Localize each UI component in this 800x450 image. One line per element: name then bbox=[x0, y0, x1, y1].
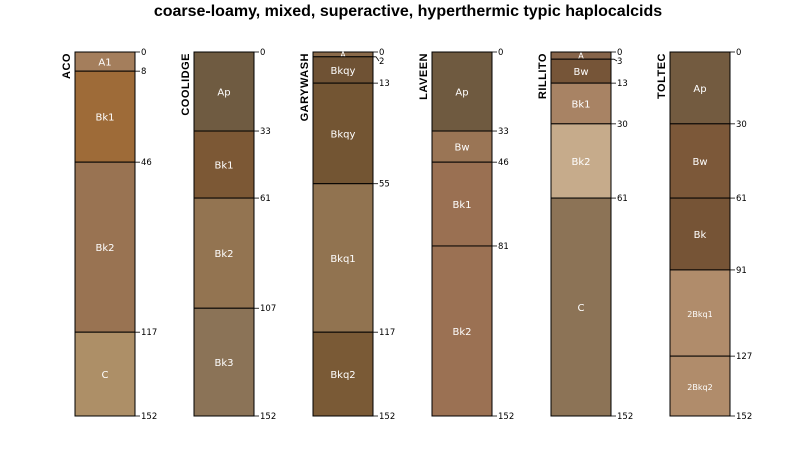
horizon-label: Bw bbox=[573, 67, 588, 78]
depth-label: 55 bbox=[379, 180, 390, 190]
depth-label: 33 bbox=[260, 127, 271, 137]
horizon-label: Bw bbox=[454, 143, 469, 154]
horizon-ap bbox=[193, 51, 255, 132]
horizon-2bkq2 bbox=[669, 355, 731, 417]
horizon-bk1 bbox=[431, 161, 493, 247]
horizon-label: Bk2 bbox=[95, 243, 114, 254]
depth-label: 8 bbox=[141, 67, 146, 77]
depth-label: 46 bbox=[498, 158, 509, 168]
depth-label: 0 bbox=[736, 48, 741, 58]
horizon-label: 2Bkq1 bbox=[687, 310, 712, 319]
horizon-bk2 bbox=[431, 245, 493, 417]
horizon-c bbox=[74, 331, 136, 417]
depth-label: 152 bbox=[141, 412, 157, 422]
depth-label: 152 bbox=[379, 412, 395, 422]
horizon-2bkq1 bbox=[669, 269, 731, 357]
horizon-label: Bk1 bbox=[214, 161, 233, 172]
profile-name: COOLIDGE bbox=[180, 53, 192, 116]
horizon-bkqy bbox=[312, 56, 374, 84]
horizon-label: Ap bbox=[455, 88, 468, 99]
horizon-bkq1 bbox=[312, 183, 374, 333]
profile-coolidge: Ap Bk1 Bk2 Bk3 COOLIDGE 0 33 61 107 152 bbox=[180, 48, 276, 422]
depth-label: 0 bbox=[260, 48, 265, 58]
horizon-bw bbox=[431, 130, 493, 163]
depth-label: 3 bbox=[617, 57, 622, 67]
horizon-bk1 bbox=[193, 130, 255, 199]
profile-name: LAVEEN bbox=[418, 53, 430, 100]
horizon-label: Bk1 bbox=[571, 99, 590, 110]
depth-label: 13 bbox=[379, 79, 390, 89]
depth-label: 152 bbox=[260, 412, 276, 422]
profile-name: RILLITO bbox=[537, 53, 549, 99]
depth-label: 152 bbox=[617, 412, 633, 422]
depth-label: 91 bbox=[736, 266, 747, 276]
depth-label: 81 bbox=[498, 242, 509, 252]
horizon-ap bbox=[431, 51, 493, 132]
depth-label: 13 bbox=[617, 79, 628, 89]
depth-label: 0 bbox=[498, 48, 503, 58]
depth-label: 33 bbox=[498, 127, 509, 137]
horizon-label: Bk3 bbox=[214, 358, 233, 369]
depth-label: 2 bbox=[379, 57, 384, 67]
depth-tick bbox=[611, 58, 618, 62]
depth-label: 30 bbox=[736, 120, 747, 130]
horizon-label: Bw bbox=[692, 157, 707, 168]
depth-label: 117 bbox=[379, 328, 395, 338]
profile-toltec: Ap Bw Bk 2Bkq1 2Bkq2 TOLTEC 0 30 61 91 127 152 bbox=[656, 48, 752, 422]
horizon-label: 2Bkq2 bbox=[687, 383, 712, 392]
profile-rillito: A Bw Bk1 Bk2 C RILLITO 03 13 30 61 152 bbox=[537, 48, 633, 422]
profile-garywash: A Bkqy Bkqy Bkq1 Bkq2 GARYWASH 02 13 55 117 152 bbox=[299, 48, 395, 422]
depth-label: 0 bbox=[379, 48, 384, 58]
depth-label: 0 bbox=[141, 48, 146, 58]
depth-label: 0 bbox=[617, 48, 622, 58]
horizon-label: C bbox=[102, 370, 109, 381]
horizon-label: Bkqy bbox=[331, 129, 356, 140]
horizon-label: Bkqy bbox=[331, 66, 356, 77]
depth-tick bbox=[373, 56, 380, 62]
profile-aco: A1 Bk1 Bk2 C ACO 0 8 46 117 152 bbox=[61, 48, 157, 422]
depth-label: 127 bbox=[736, 352, 752, 362]
horizon-bkq2 bbox=[312, 331, 374, 417]
horizon-bk3 bbox=[193, 307, 255, 417]
horizon-label: Bk bbox=[694, 230, 707, 241]
profile-laveen: Ap Bw Bk1 Bk2 LAVEEN 0 33 46 81 152 bbox=[418, 48, 514, 422]
horizon-bk2 bbox=[74, 161, 136, 333]
horizon-label: Bkq2 bbox=[330, 370, 355, 381]
horizon-label: Bk1 bbox=[452, 200, 471, 211]
depth-label: 46 bbox=[141, 158, 152, 168]
horizon-bk1 bbox=[74, 70, 136, 163]
horizon-label: Ap bbox=[217, 88, 230, 99]
chart-title: coarse-loamy, mixed, superactive, hypert… bbox=[154, 3, 662, 20]
depth-label: 107 bbox=[260, 304, 276, 314]
depth-label: 61 bbox=[736, 194, 747, 204]
depth-label: 117 bbox=[141, 328, 157, 338]
horizon-label: Bkq1 bbox=[330, 254, 355, 265]
horizon-label: Bk1 bbox=[95, 113, 114, 124]
horizon-ap bbox=[669, 51, 731, 125]
horizon-bkqy bbox=[312, 82, 374, 185]
depth-label: 152 bbox=[498, 412, 514, 422]
depth-label: 30 bbox=[617, 120, 628, 130]
horizon-label: Ap bbox=[693, 84, 706, 95]
depth-label: 152 bbox=[736, 412, 752, 422]
horizon-bk2 bbox=[550, 123, 612, 199]
horizon-bk2 bbox=[193, 197, 255, 309]
horizon-label: Bk2 bbox=[571, 157, 590, 168]
horizon-bk bbox=[669, 197, 731, 271]
horizon-label: C bbox=[578, 303, 585, 314]
horizon-label: A bbox=[578, 52, 584, 61]
horizon-label: A bbox=[340, 50, 346, 59]
depth-label: 61 bbox=[260, 194, 271, 204]
profile-name: GARYWASH bbox=[299, 53, 311, 121]
profile-name: ACO bbox=[61, 53, 73, 79]
horizon-bw bbox=[669, 123, 731, 199]
horizon-label: Bk2 bbox=[452, 327, 471, 338]
horizon-c bbox=[550, 197, 612, 417]
profile-name: TOLTEC bbox=[656, 53, 668, 99]
horizon-label: Bk2 bbox=[214, 249, 233, 260]
depth-label: 61 bbox=[617, 194, 628, 204]
horizon-label: A1 bbox=[98, 58, 111, 69]
